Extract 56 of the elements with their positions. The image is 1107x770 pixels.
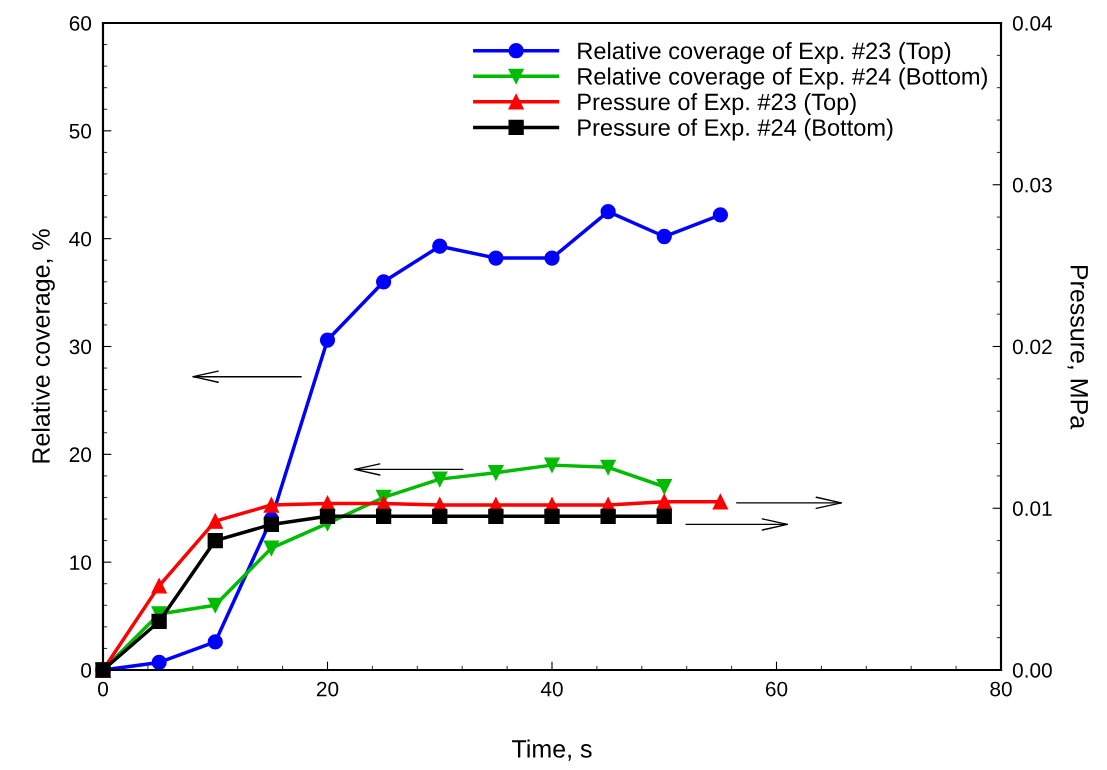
point bbox=[656, 494, 672, 510]
y-tick-label: 0 bbox=[81, 663, 92, 678]
y-tick-label: 40 bbox=[69, 231, 92, 247]
y-axis-title: Relative coverage, % bbox=[31, 229, 55, 463]
point bbox=[319, 332, 336, 348]
point bbox=[656, 479, 672, 495]
point bbox=[151, 613, 167, 630]
point bbox=[375, 274, 392, 290]
point bbox=[544, 508, 560, 524]
point bbox=[375, 508, 392, 524]
y-tick-label: 50 bbox=[69, 123, 92, 139]
point bbox=[488, 508, 504, 524]
x-tick-label: 0 bbox=[98, 681, 108, 697]
y2-tick-label: 0.00 bbox=[1012, 663, 1052, 678]
x-tick-label: 40 bbox=[540, 681, 563, 697]
point bbox=[263, 540, 280, 556]
x-tick-label: 60 bbox=[765, 681, 788, 697]
legend-label: Pressure of Exp. #24 (Bottom) bbox=[578, 118, 893, 141]
legend-label: Relative coverage of Exp. #24 (Bottom) bbox=[578, 67, 987, 90]
point bbox=[712, 207, 729, 223]
point bbox=[263, 516, 280, 533]
point bbox=[600, 508, 616, 524]
point bbox=[207, 597, 223, 613]
x-tick-label: 80 bbox=[990, 681, 1012, 697]
y2-tick-label: 0.02 bbox=[1012, 339, 1052, 355]
legend-label: Relative coverage of Exp. #23 (Top) bbox=[578, 41, 951, 64]
point bbox=[712, 494, 729, 510]
point bbox=[656, 508, 672, 524]
point bbox=[600, 459, 616, 475]
point bbox=[432, 238, 448, 254]
point bbox=[207, 634, 223, 650]
point bbox=[432, 508, 448, 524]
point bbox=[656, 228, 672, 245]
point bbox=[207, 513, 223, 529]
point bbox=[544, 457, 560, 473]
y2-axis-title: Pressure, MPa bbox=[1067, 265, 1088, 430]
legend-label: Pressure of Exp. #23 (Top) bbox=[578, 92, 856, 115]
point bbox=[207, 532, 223, 549]
y2-tick-label: 0.04 bbox=[1012, 16, 1053, 31]
y-tick-label: 10 bbox=[70, 555, 92, 570]
x-tick-label: 20 bbox=[316, 681, 339, 697]
point bbox=[263, 497, 280, 513]
point bbox=[151, 654, 167, 671]
point bbox=[488, 250, 504, 266]
point bbox=[544, 250, 560, 266]
y2-tick-label: 0.03 bbox=[1012, 177, 1052, 193]
point bbox=[488, 465, 504, 481]
y-tick-label: 30 bbox=[69, 339, 92, 355]
x-axis-title: Time, s bbox=[512, 739, 592, 761]
point bbox=[600, 204, 616, 220]
point bbox=[151, 578, 167, 594]
point bbox=[319, 508, 336, 524]
y-tick-label: 20 bbox=[69, 447, 92, 463]
y2-tick-label: 0.01 bbox=[1012, 501, 1052, 516]
y-tick-label: 60 bbox=[69, 16, 92, 31]
point bbox=[432, 471, 448, 487]
